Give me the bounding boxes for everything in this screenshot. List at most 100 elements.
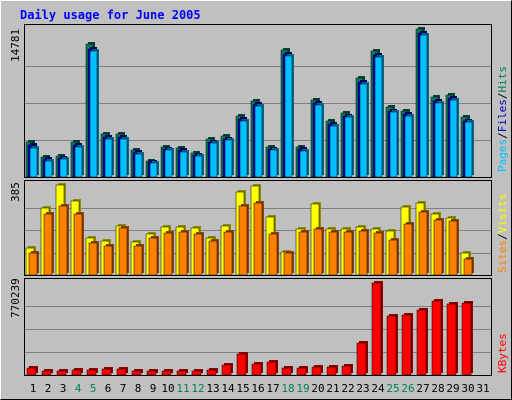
visits-panel-sites-bar-28 xyxy=(433,218,444,276)
kbytes-panel-kbytes-bar-17-face xyxy=(266,361,277,376)
visits-panel-sites-bar-17 xyxy=(268,232,279,276)
x-tick-label-3: 3 xyxy=(60,382,67,395)
visits-panel-sites-bar-12 xyxy=(193,232,204,276)
visits-panel-sites-bar-30-face xyxy=(463,258,473,276)
x-tick-label-29: 29 xyxy=(446,382,459,395)
kbytes-panel-kbytes-bar-16-face xyxy=(251,363,262,376)
hits-panel-pages-bar-17 xyxy=(269,148,279,178)
visits-panel-sites-bar-15 xyxy=(238,204,249,276)
x-tick-label-27: 27 xyxy=(416,382,429,395)
hits-panel-pages-bar-11 xyxy=(179,150,189,178)
kbytes-panel-kbytes-bar-18 xyxy=(281,366,293,376)
x-tick-label-12: 12 xyxy=(191,382,204,395)
visits-panel-sites-bar-26 xyxy=(403,222,414,276)
legend-sites: Sites xyxy=(496,240,509,273)
hits-panel-pages-bar-29-face xyxy=(449,99,458,178)
kbytes-panel-kbytes-bar-11-face xyxy=(176,370,187,376)
hits-panel-pages-bar-21-face xyxy=(329,125,338,178)
kbytes-panel-kbytes-bar-3 xyxy=(56,369,68,376)
hits-panel-pages-bar-23-face xyxy=(359,83,368,178)
hits-panel-pages-bar-21 xyxy=(329,124,339,178)
kbytes-panel-kbytes-bar-13-face xyxy=(206,369,217,376)
x-tick-label-26: 26 xyxy=(401,382,414,395)
hits-panel-pages-bar-9-face xyxy=(149,162,158,178)
hits-panel-pages-bar-9 xyxy=(149,161,159,178)
visits-ymax-label: 385 xyxy=(9,182,22,202)
x-tick-label-8: 8 xyxy=(135,382,142,395)
hits-panel-pages-bar-3 xyxy=(59,157,69,178)
kbytes-panel-kbytes-bar-30-face xyxy=(461,302,472,376)
visits-panel-sites-bar-23-face xyxy=(358,230,368,276)
kbytes-panel-kbytes-bar-7 xyxy=(116,367,128,376)
kbytes-panel-kbytes-bar-23 xyxy=(356,341,368,376)
x-tick-label-6: 6 xyxy=(105,382,112,395)
x-tick-label-18: 18 xyxy=(281,382,294,395)
visits-panel-sites-bar-11 xyxy=(178,230,189,276)
visits-panel-sites-bar-24 xyxy=(373,231,384,276)
visits-panel-sites-bar-13 xyxy=(208,239,219,276)
kbytes-legend: KBytes xyxy=(496,333,509,373)
visits-panel-sites-bar-12-face xyxy=(193,233,203,276)
hits-panel-pages-bar-25 xyxy=(389,110,399,178)
hits-panel-pages-bar-7 xyxy=(119,137,129,178)
kbytes-panel-kbytes-bar-28 xyxy=(431,299,443,376)
hits-panel-pages-bar-20 xyxy=(314,103,324,178)
legend-files: Files xyxy=(496,99,509,132)
visits-panel-sites-bar-18-face xyxy=(283,252,293,276)
kbytes-panel-kbytes-bar-6 xyxy=(101,367,113,376)
kbytes-panel-kbytes-bar-28-face xyxy=(431,300,442,376)
kbytes-panel-kbytes-bar-21-face xyxy=(326,366,337,376)
kbytes-panel-kbytes-bar-25 xyxy=(386,314,398,376)
kbytes-panel-kbytes-bar-1-face xyxy=(26,367,37,376)
hits-panel-pages-bar-17-face xyxy=(269,149,278,178)
visits-panel-sites-bar-8-face xyxy=(133,245,143,276)
kbytes-panel-kbytes-bar-27 xyxy=(416,308,428,376)
x-tick-label-13: 13 xyxy=(206,382,219,395)
hits-panel-pages-bar-22-face xyxy=(344,116,353,178)
x-tick-label-16: 16 xyxy=(251,382,264,395)
x-tick-label-21: 21 xyxy=(326,382,339,395)
legend-pages: Pages xyxy=(496,139,509,172)
kbytes-panel-kbytes-bar-6-face xyxy=(101,368,112,376)
legend-visits: Visits xyxy=(496,194,509,234)
x-tick-label-22: 22 xyxy=(341,382,354,395)
kbytes-panel-kbytes-bar-1 xyxy=(26,366,38,376)
hits-panel-pages-bar-27 xyxy=(419,33,429,178)
legend-hits: Hits xyxy=(496,66,509,93)
kbytes-panel-kbytes-bar-8-face xyxy=(131,370,142,376)
visits-panel-sites-bar-10 xyxy=(163,231,174,276)
kbytes-panel-kbytes-bar-30 xyxy=(461,301,473,376)
x-tick-label-15: 15 xyxy=(236,382,249,395)
kbytes-panel-kbytes-bar-25-face xyxy=(386,315,397,376)
visits-panel-sites-bar-9 xyxy=(148,236,159,276)
kbytes-panel-kbytes-bar-27-face xyxy=(416,309,427,376)
kbytes-panel-kbytes-bar-29 xyxy=(446,302,458,376)
x-tick-label-24: 24 xyxy=(371,382,385,395)
hits-panel-pages-bar-16-face xyxy=(254,105,263,178)
visits-panel-sites-bar-19-face xyxy=(298,231,308,276)
visits-panel-sites-bar-13-face xyxy=(208,240,218,276)
hits-panel-pages-bar-12-face xyxy=(194,155,203,178)
hits-panel-pages-bar-1-face xyxy=(29,147,38,178)
hits-panel-pages-bar-14-face xyxy=(224,139,233,178)
kbytes-panel-kbytes-bar-9-face xyxy=(146,370,157,376)
visits-panel-sites-bar-3-face xyxy=(58,205,68,276)
legend-sep-3: / xyxy=(496,233,509,240)
x-tick-label-10: 10 xyxy=(161,382,174,395)
hits-legend: Pages/Files/Hits xyxy=(496,66,509,172)
hits-panel-pages-bar-2 xyxy=(44,159,54,178)
visits-panel-sites-bar-15-face xyxy=(238,205,248,276)
hits-panel-pages-bar-11-face xyxy=(179,151,188,178)
visits-panel-sites-bar-14-face xyxy=(223,231,233,276)
x-tick-label-17: 17 xyxy=(266,382,279,395)
kbytes-panel-kbytes-bar-20 xyxy=(311,365,323,376)
hits-panel-pages-bar-19-face xyxy=(299,150,308,178)
kbytes-panel-kbytes-bar-19 xyxy=(296,366,308,376)
hits-panel-pages-bar-12 xyxy=(194,154,204,178)
visits-panel-sites-bar-5 xyxy=(88,241,99,276)
kbytes-panel-kbytes-bar-18-face xyxy=(281,367,292,376)
hits-panel-pages-bar-25-face xyxy=(389,111,398,178)
hits-panel-pages-bar-13-face xyxy=(209,142,218,178)
